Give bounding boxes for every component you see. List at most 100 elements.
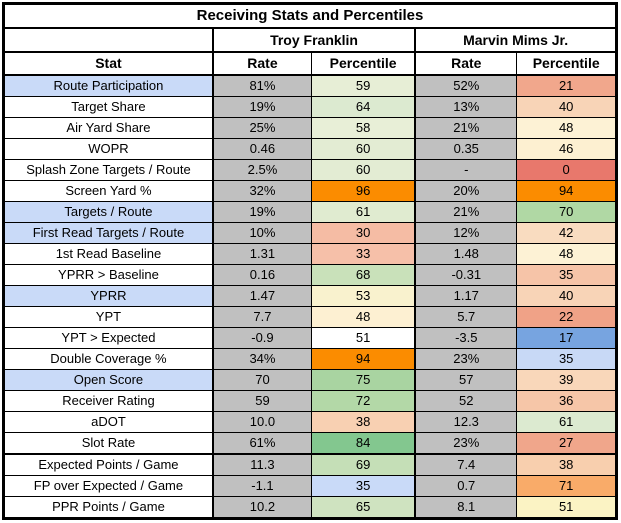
rate-cell: 5.7 <box>414 306 518 328</box>
table-row: YPT 7.7 48 5.7 22 <box>2 306 617 328</box>
percentile-cell: 59 <box>311 74 417 97</box>
percentile-cell: 46 <box>516 138 617 160</box>
rate-cell: 81% <box>212 74 312 97</box>
player-2-name: Marvin Mims Jr. <box>414 27 618 53</box>
percentile-cell: 72 <box>311 390 417 412</box>
stat-cell: Expected Points / Game <box>2 453 214 476</box>
rate-cell: 21% <box>414 117 518 139</box>
percentile-cell: 48 <box>311 306 417 328</box>
rate-cell: 32% <box>212 180 312 202</box>
percentile-cell: 70 <box>516 201 617 223</box>
percentile-cell: 0 <box>516 159 617 181</box>
table-row: Screen Yard % 32% 96 20% 94 <box>2 180 617 202</box>
blank-corner-cell <box>2 27 214 53</box>
stat-cell: YPT > Expected <box>2 327 214 349</box>
table-row: Targets / Route 19% 61 21% 70 <box>2 201 617 223</box>
percentile-cell: 94 <box>311 348 417 370</box>
table-row: PPR Points / Game 10.2 65 8.1 51 <box>2 496 617 519</box>
table-row: First Read Targets / Route 10% 30 12% 42 <box>2 222 617 244</box>
percentile-cell: 58 <box>311 117 417 139</box>
rate-cell: 23% <box>414 348 518 370</box>
stat-cell: YPT <box>2 306 214 328</box>
rate-cell: -3.5 <box>414 327 518 349</box>
rate-cell: 1.17 <box>414 285 518 307</box>
stat-cell: Target Share <box>2 96 214 118</box>
percentile-cell: 71 <box>516 475 617 497</box>
table-row: Route Participation 81% 59 52% 21 <box>2 74 617 97</box>
rate-cell: 59 <box>212 390 312 412</box>
rate-cell: 2.5% <box>212 159 312 181</box>
percentile-cell: 65 <box>311 496 417 519</box>
rate-cell: 25% <box>212 117 312 139</box>
rate-cell: 52% <box>414 74 518 97</box>
table-row: YPRR > Baseline 0.16 68 -0.31 35 <box>2 264 617 286</box>
percentile-cell: 60 <box>311 138 417 160</box>
table-row: Target Share 19% 64 13% 40 <box>2 96 617 118</box>
rate-cell: 23% <box>414 432 518 455</box>
stat-cell: Screen Yard % <box>2 180 214 202</box>
rate-cell: 19% <box>212 96 312 118</box>
stat-cell: Route Participation <box>2 74 214 97</box>
player-header-row: Troy Franklin Marvin Mims Jr. <box>2 27 618 53</box>
stat-cell: Open Score <box>2 369 214 391</box>
percentile-cell: 35 <box>516 264 617 286</box>
column-header-row: Stat Rate Percentile Rate Percentile <box>2 51 617 76</box>
percentile-cell: 36 <box>516 390 617 412</box>
percentile-cell: 61 <box>311 201 417 223</box>
percentile-cell: 17 <box>516 327 617 349</box>
rate-cell: 1.48 <box>414 243 518 265</box>
stat-cell: Targets / Route <box>2 201 214 223</box>
rate-cell: 0.7 <box>414 475 518 497</box>
percentile-cell: 94 <box>516 180 617 202</box>
percentile-cell: 68 <box>311 264 417 286</box>
table-row: Receiver Rating 59 72 52 36 <box>2 390 617 412</box>
percentile-cell: 61 <box>516 411 617 433</box>
rate-cell: -0.9 <box>212 327 312 349</box>
table-row: YPT > Expected -0.9 51 -3.5 17 <box>2 327 617 349</box>
rate-cell: 61% <box>212 432 312 455</box>
rate-cell: 1.47 <box>212 285 312 307</box>
percentile-cell: 40 <box>516 96 617 118</box>
rate-cell: 7.7 <box>212 306 312 328</box>
rate-column-header: Rate <box>414 51 518 76</box>
stat-cell: aDOT <box>2 411 214 433</box>
rate-cell: 0.35 <box>414 138 518 160</box>
percentile-cell: 48 <box>516 243 617 265</box>
percentile-column-header: Percentile <box>516 51 617 76</box>
table-row: Splash Zone Targets / Route 2.5% 60-0 <box>2 159 617 181</box>
title-row: Receiving Stats and Percentiles <box>3 3 617 29</box>
rate-cell: 11.3 <box>212 453 312 476</box>
percentile-column-header: Percentile <box>311 51 417 76</box>
rate-cell: 7.4 <box>414 453 518 476</box>
percentile-cell: 53 <box>311 285 417 307</box>
stat-cell: Double Coverage % <box>2 348 214 370</box>
percentile-cell: 69 <box>311 453 417 476</box>
percentile-cell: 48 <box>516 117 617 139</box>
percentile-cell: 35 <box>516 348 617 370</box>
rate-cell: 19% <box>212 201 312 223</box>
table-row: WOPR 0.46 60 0.35 46 <box>2 138 617 160</box>
table-title: Receiving Stats and Percentiles <box>3 3 617 29</box>
percentile-cell: 35 <box>311 475 417 497</box>
rate-cell: 8.1 <box>414 496 518 519</box>
percentile-cell: 84 <box>311 432 417 455</box>
table-row: Open Score 70 75 57 39 <box>2 369 617 391</box>
rate-cell: 13% <box>414 96 518 118</box>
player-1-name: Troy Franklin <box>212 27 417 53</box>
stat-cell: Slot Rate <box>2 432 214 455</box>
stat-cell: Splash Zone Targets / Route <box>2 159 214 181</box>
rate-cell: 21% <box>414 201 518 223</box>
table-row: FP over Expected / Game -1.1 35 0.7 71 <box>2 475 617 497</box>
percentile-cell: 22 <box>516 306 617 328</box>
table-row: Slot Rate 61% 84 23% 27 <box>2 432 617 455</box>
percentile-cell: 51 <box>516 496 617 519</box>
table-row: Double Coverage % 34% 94 23% 35 <box>2 348 617 370</box>
percentile-cell: 42 <box>516 222 617 244</box>
percentile-cell: 38 <box>516 453 617 476</box>
rate-cell: 10.2 <box>212 496 312 519</box>
rate-cell: -0.31 <box>414 264 518 286</box>
percentile-cell: 64 <box>311 96 417 118</box>
rate-cell: 70 <box>212 369 312 391</box>
table-row: Expected Points / Game 11.3 69 7.4 38 <box>2 453 617 476</box>
